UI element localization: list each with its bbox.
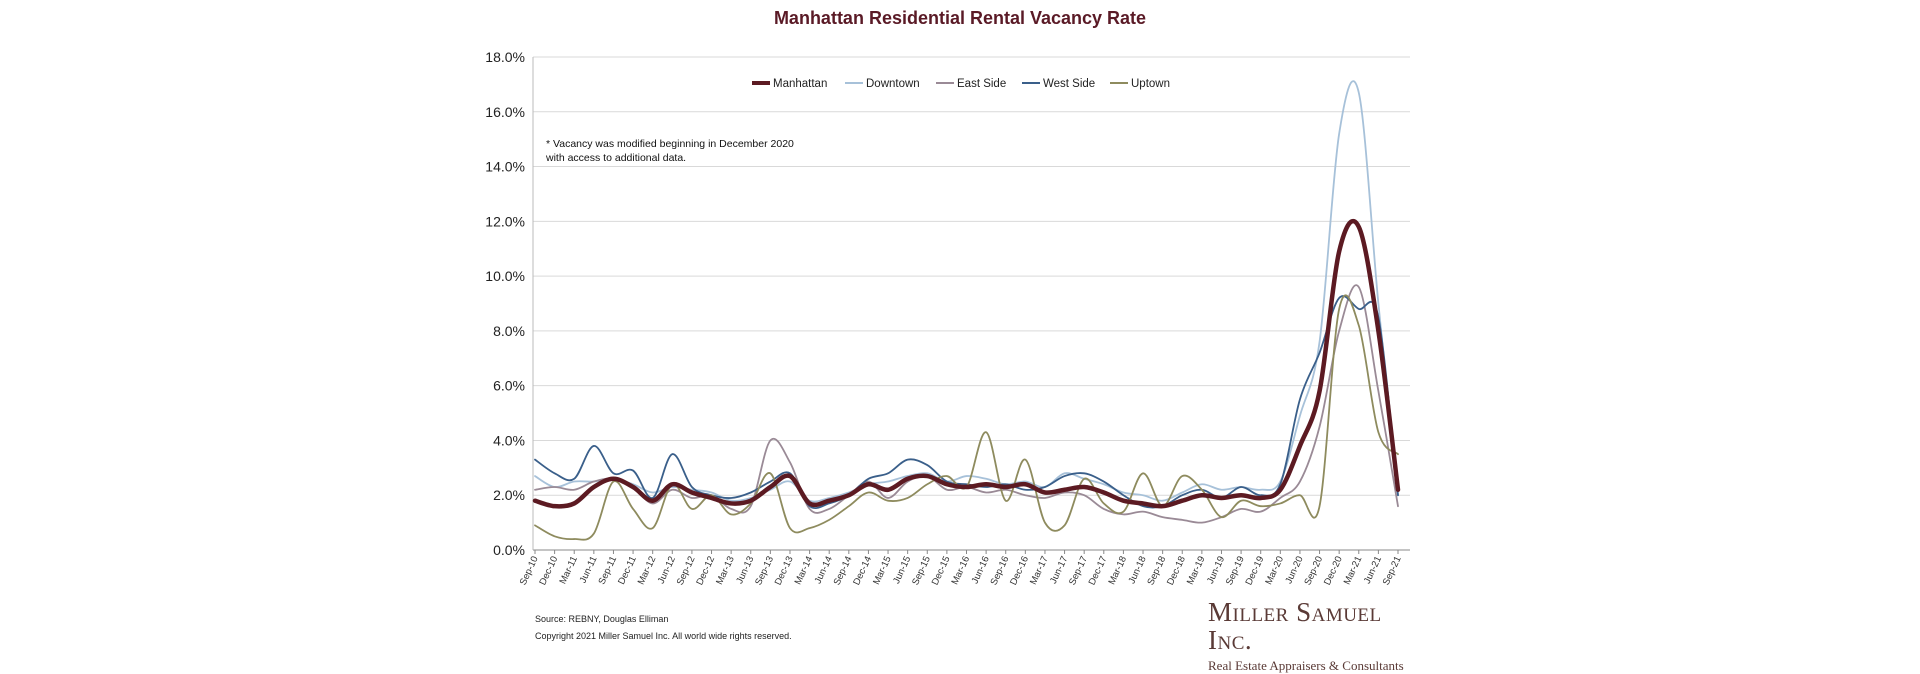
company-logo: Miller Samuel Inc. Real Estate Appraiser… — [1208, 598, 1422, 674]
y-tick-label: 2.0% — [493, 487, 525, 503]
x-tick-label: Mar-12 — [636, 555, 659, 587]
vacancy-note-line2: with access to additional data. — [546, 152, 687, 164]
y-tick-label: 4.0% — [493, 432, 525, 448]
y-tick-label: 0.0% — [493, 542, 525, 558]
x-tick-label: Mar-19 — [1185, 555, 1208, 587]
x-tick-label: Mar-21 — [1342, 555, 1365, 587]
legend-label-west-side: West Side — [1043, 78, 1095, 90]
y-tick-label: 8.0% — [493, 323, 525, 339]
vacancy-note: * Vacancy was modified beginning in Dece… — [546, 137, 794, 165]
logo-name: Miller Samuel Inc. — [1208, 597, 1382, 655]
logo-tagline: Real Estate Appraisers & Consultants — [1208, 658, 1404, 673]
y-tick-label: 16.0% — [485, 104, 525, 120]
x-tick-label: Mar-17 — [1028, 555, 1051, 587]
copyright-note: Copyright 2021 Miller Samuel Inc. All wo… — [535, 631, 792, 641]
line-chart: 0.0% 2.0% 4.0% 6.0% 8.0% 10.0% 12.0% 14.0% 16.0%… — [485, 49, 1410, 587]
x-tick-label: Sep-21 — [1381, 555, 1404, 587]
x-tick-label: Dec-10 — [537, 555, 560, 587]
x-tick-label: Mar-11 — [558, 555, 580, 586]
x-tick-label: Mar-15 — [871, 555, 894, 587]
y-tick-label: 14.0% — [485, 159, 525, 175]
x-tick-label: Mar-14 — [793, 555, 816, 587]
y-axis-ticks: 0.0% 2.0% 4.0% 6.0% 8.0% 10.0% 12.0% 14.0% 16.0%… — [485, 49, 525, 558]
x-tick-label: Mar-18 — [1106, 555, 1129, 587]
y-tick-label: 18.0% — [485, 49, 525, 65]
x-tick-label: Mar-16 — [950, 555, 973, 587]
x-tick-label: Mar-13 — [714, 555, 737, 587]
x-tick-label: Mar-20 — [1263, 555, 1286, 587]
source-note: Source: REBNY, Douglas Elliman — [535, 614, 669, 624]
series-line-uptown — [534, 294, 1399, 541]
y-tick-label: 10.0% — [485, 268, 525, 284]
series-line-manhattan — [532, 218, 1401, 509]
series-lines — [532, 80, 1401, 541]
legend-label-east-side: East Side — [957, 78, 1006, 90]
legend-label-downtown: Downtown — [866, 78, 920, 90]
legend-label-uptown: Uptown — [1131, 78, 1170, 90]
chart-title: Manhattan Residential Rental Vacancy Rat… — [773, 8, 1147, 28]
vacancy-note-line1: * Vacancy was modified beginning in Dece… — [546, 138, 794, 150]
legend-label-manhattan: Manhattan — [773, 78, 827, 90]
y-tick-label: 12.0% — [485, 213, 525, 229]
legend: Manhattan Downtown East Side West Side Uptow… — [752, 78, 1170, 90]
y-tick-label: 6.0% — [493, 378, 525, 394]
